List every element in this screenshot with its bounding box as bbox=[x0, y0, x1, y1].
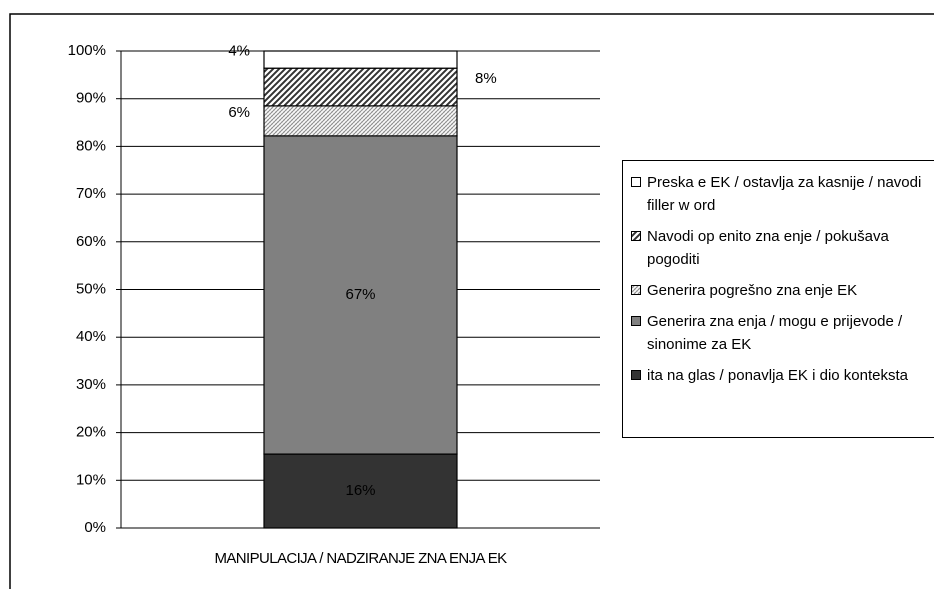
legend-swatch-box bbox=[631, 370, 641, 380]
legend-item: Preska e EK / ostavlja za kasnije / navo… bbox=[631, 171, 934, 217]
x-tick-label: MANIPULACIJA / NADZIRANJE ZNA ENJA EK bbox=[214, 550, 507, 567]
legend-swatch-box bbox=[631, 316, 641, 326]
legend-swatch bbox=[631, 231, 641, 241]
bar-segment bbox=[263, 453, 458, 529]
legend-swatch bbox=[631, 177, 641, 187]
legend-swatch-box bbox=[631, 285, 641, 295]
y-tick-label: 20% bbox=[76, 424, 106, 441]
frame bbox=[9, 13, 934, 589]
y-tick-label: 0% bbox=[84, 519, 106, 536]
legend-swatch bbox=[631, 285, 641, 295]
legend: Preska e EK / ostavlja za kasnije / navo… bbox=[622, 160, 934, 438]
data-label: 67% bbox=[345, 286, 375, 303]
legend-label: ita na glas / ponavlja EK i dio kontekst… bbox=[647, 367, 908, 384]
legend-item: Navodi op enito zna enje / pokušava pogo… bbox=[631, 225, 934, 271]
bar-segment bbox=[263, 67, 458, 107]
bar-segment bbox=[263, 50, 458, 69]
y-tick-label: 30% bbox=[76, 376, 106, 393]
legend-label: Preska e EK / ostavlja za kasnije / navo… bbox=[647, 174, 922, 214]
legend-label: Generira zna enja / mogu e prijevode / s… bbox=[647, 313, 903, 353]
legend-item: ita na glas / ponavlja EK i dio kontekst… bbox=[631, 364, 934, 387]
y-tick-label: 60% bbox=[76, 233, 106, 250]
bar-segment bbox=[263, 105, 458, 137]
data-label: 8% bbox=[475, 70, 497, 87]
y-tick-label: 10% bbox=[76, 471, 106, 488]
legend-label: Generira pogrešno zna enje EK bbox=[647, 282, 858, 299]
legend-swatch-box bbox=[631, 231, 641, 241]
legend-item: Generira zna enja / mogu e prijevode / s… bbox=[631, 310, 934, 356]
y-tick-label: 100% bbox=[68, 42, 106, 59]
legend-swatch-box bbox=[631, 177, 641, 187]
legend-label: Navodi op enito zna enje / pokušava pogo… bbox=[647, 228, 889, 268]
y-tick-label: 80% bbox=[76, 137, 106, 154]
legend-item: Generira pogrešno zna enje EK bbox=[631, 279, 934, 302]
y-tick-label: 50% bbox=[76, 280, 106, 297]
legend-swatch bbox=[631, 316, 641, 326]
y-tick-label: 40% bbox=[76, 328, 106, 345]
y-tick-label: 90% bbox=[76, 90, 106, 107]
y-tick-label: 70% bbox=[76, 185, 106, 202]
data-label: 4% bbox=[228, 43, 250, 60]
legend-swatch bbox=[631, 370, 641, 380]
data-label: 6% bbox=[228, 104, 250, 121]
data-label: 16% bbox=[345, 482, 375, 499]
bar-segment bbox=[263, 135, 458, 455]
